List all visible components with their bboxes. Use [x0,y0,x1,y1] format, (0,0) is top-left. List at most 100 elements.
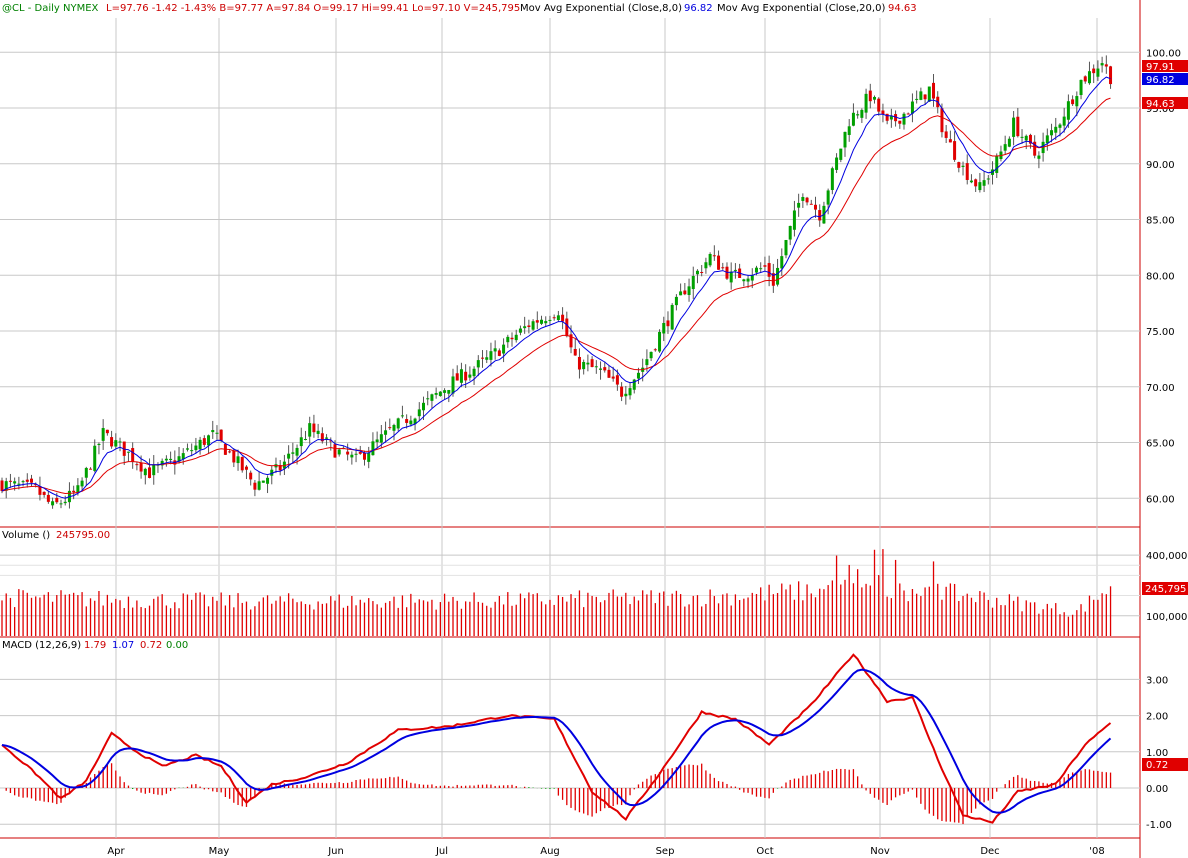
candle-body [577,356,581,370]
candle [556,310,560,323]
candle [965,154,969,185]
candle [1071,95,1075,106]
candle [586,354,590,372]
candle [658,329,662,353]
candle-body [312,423,316,433]
candle [25,473,29,488]
candle-body [135,464,139,466]
candle-body [708,254,712,266]
candle [481,350,485,368]
candle [232,448,236,468]
candle [725,262,729,280]
candle [573,339,577,356]
candle-body [548,319,552,321]
candle [700,265,704,277]
candle [628,381,632,400]
candle [577,348,581,379]
chart-frame [0,0,1141,858]
candle-body [278,464,282,471]
candle-body [1016,116,1020,137]
candle [607,365,611,378]
x-tick-label: Apr [107,846,125,857]
candle-body [721,267,725,269]
candle [51,497,55,509]
candle-body [55,497,59,503]
candle-body [244,466,248,470]
candle-body [485,357,489,360]
candle-body [797,202,801,208]
candle-body [371,441,375,456]
candle [211,420,215,439]
candle [207,434,211,454]
candle-body [645,359,649,366]
candle-body [1109,66,1113,85]
candle-body [628,388,632,396]
candle [721,262,725,270]
candle-body [489,351,493,360]
candle-body [84,467,88,478]
candle-body [253,482,257,490]
candle [8,473,12,488]
candle [131,442,135,469]
candle-body [847,126,851,135]
price-panel-header: @CL - Daily NYMEX L=97.76 -1.42 -1.43% B… [2,3,917,14]
candle [514,329,518,343]
candle-body [308,423,312,437]
candle [801,193,805,208]
candle-body [1096,68,1100,77]
volume-panel-header: Volume () 245795.00 [2,530,110,541]
candle-body [400,415,404,417]
candle-body [767,263,771,277]
candle [156,462,160,473]
candle [708,252,712,268]
candle [1016,107,1020,138]
candle-body [527,325,531,328]
candle-body [674,296,678,306]
candle-body [207,435,211,446]
candle [527,319,531,334]
candle-body [346,451,350,455]
candle [523,316,527,334]
candle [590,356,594,368]
candle-body [190,450,194,452]
candle-body [34,483,38,485]
candle-body [948,139,952,143]
candle [1007,136,1011,148]
candle [805,196,809,206]
candle-body [915,98,919,100]
candle [371,432,375,456]
candle-body [1062,116,1066,126]
candle [502,338,506,363]
candle-body [169,458,173,461]
candle-body [544,321,548,324]
candle [544,316,548,327]
ema8-value: 96.82 [684,3,713,14]
candle-body [881,110,885,115]
candle-body [63,501,67,504]
candle-body [367,453,371,462]
candle [139,455,143,479]
candle-body [906,113,910,115]
candle-body [105,429,109,434]
candle-body [76,485,80,494]
candle-body [910,101,914,114]
candle [594,360,598,374]
candle [948,130,952,143]
candle-body [215,432,219,434]
macd-panel-plot [1,653,1112,825]
candle [244,465,248,480]
candle-body [148,467,152,478]
candle [683,282,687,296]
candle-body [392,424,396,431]
candle-body [1083,76,1087,82]
candle-body [25,479,29,482]
candle [611,366,615,382]
candle-body [839,148,843,160]
candle-body [1066,101,1070,120]
candle-body [8,480,12,482]
candle-body [868,90,872,102]
candle-body [438,391,442,396]
candle-body [750,275,754,281]
candle-body [464,371,468,381]
candle [932,73,936,107]
